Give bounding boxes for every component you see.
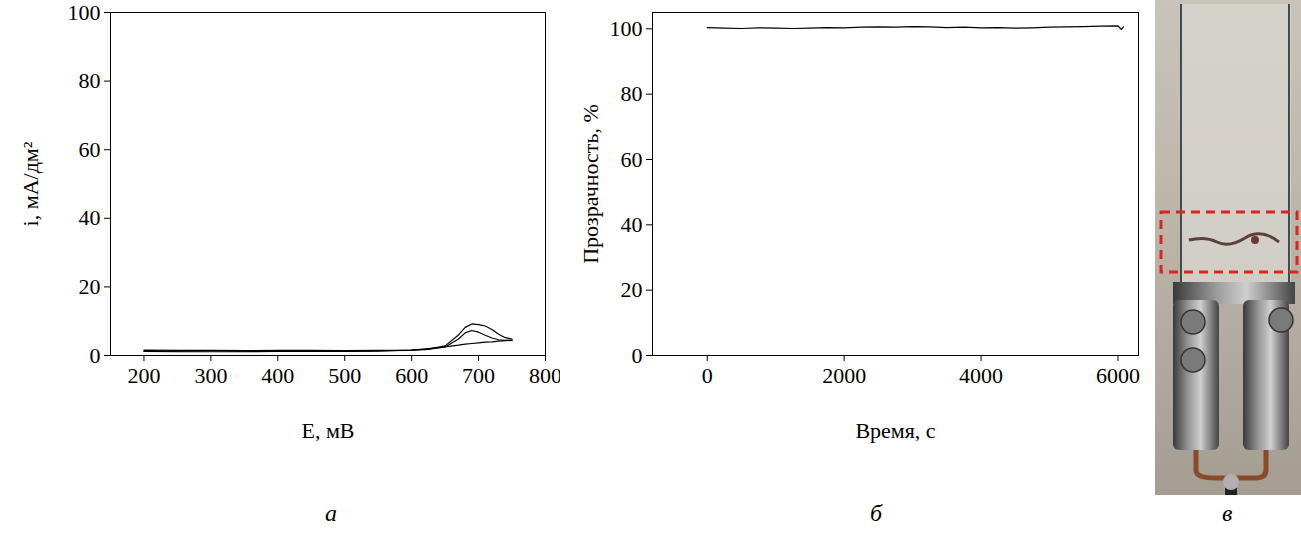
svg-text:40: 40 [79,205,101,230]
svg-text:80: 80 [621,81,643,106]
svg-text:80: 80 [79,68,101,93]
svg-text:4000: 4000 [959,363,1003,388]
svg-text:0: 0 [702,363,713,388]
svg-text:2000: 2000 [822,363,866,388]
svg-text:300: 300 [194,363,227,388]
svg-text:200: 200 [127,363,160,388]
svg-text:Прозрачность, %: Прозрачность, % [578,104,603,264]
svg-text:20: 20 [621,277,643,302]
html-text:б: б [870,500,883,526]
html-text:в: в [1222,500,1233,526]
svg-text:400: 400 [261,363,294,388]
svg-text:60: 60 [621,147,643,172]
svg-text:i, мА/дм²: i, мА/дм² [18,141,43,226]
svg-text:40: 40 [621,212,643,237]
svg-text:E, мВ: E, мВ [301,418,354,443]
html-text:а: а [325,500,337,526]
svg-text:Время, с: Время, с [855,418,935,443]
svg-text:60: 60 [79,137,101,162]
svg-text:800: 800 [529,363,562,388]
svg-text:0: 0 [90,343,101,368]
svg-text:100: 100 [68,0,101,25]
svg-text:500: 500 [328,363,361,388]
svg-text:6000: 6000 [1096,363,1140,388]
svg-text:700: 700 [462,363,495,388]
svg-text:100: 100 [610,16,643,41]
svg-text:0: 0 [632,343,643,368]
svg-text:20: 20 [79,274,101,299]
svg-text:600: 600 [395,363,428,388]
